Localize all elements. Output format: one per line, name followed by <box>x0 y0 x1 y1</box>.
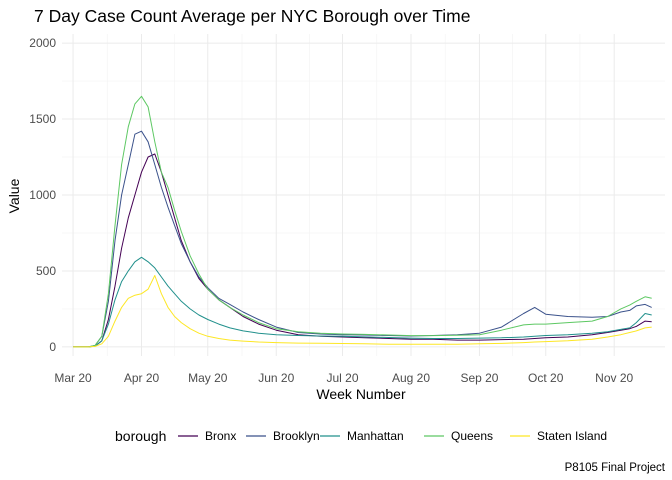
x-tick-label: Nov 20 <box>595 371 633 385</box>
series-line-brooklyn <box>73 130 652 348</box>
legend-item-manhattan: Manhattan <box>320 429 404 443</box>
series-line-queens <box>73 95 652 348</box>
legend-label-queens: Queens <box>451 429 493 443</box>
x-tick-label: Jun 20 <box>258 371 294 385</box>
x-tick-label: May 20 <box>188 371 228 385</box>
y-tick-label: 1000 <box>29 188 56 202</box>
x-axis-title: Week Number <box>316 386 406 402</box>
y-tick-label: 0 <box>49 340 56 354</box>
legend-label-manhattan: Manhattan <box>347 429 404 443</box>
legend-label-staten-island: Staten Island <box>537 429 607 443</box>
x-tick-label: Aug 20 <box>392 371 430 385</box>
x-axis-ticks: Mar 20 Apr 20 May 20 Jun 20 Jul 20 Aug 20 Sep … <box>54 371 633 385</box>
series-layer <box>73 95 652 348</box>
y-tick-label: 500 <box>36 264 56 278</box>
grid <box>62 34 665 356</box>
legend-item-queens: Queens <box>424 429 493 443</box>
series-line-bronx <box>73 153 652 348</box>
x-tick-label: Apr 20 <box>124 371 160 385</box>
y-tick-label: 1500 <box>29 112 56 126</box>
x-tick-label: Jul 20 <box>327 371 359 385</box>
legend-label-bronx: Bronx <box>205 429 236 443</box>
legend-item-staten-island: Staten Island <box>510 429 607 443</box>
y-tick-label: 2000 <box>29 36 56 50</box>
caption: P8105 Final Project <box>565 462 666 474</box>
legend: borough Bronx Brooklyn Manhattan Queens Stat… <box>115 428 607 444</box>
legend-item-bronx: Bronx <box>178 429 236 443</box>
chart-title: 7 Day Case Count Average per NYC Borough… <box>34 6 470 26</box>
x-tick-label: Oct 20 <box>528 371 564 385</box>
x-tick-label: Sep 20 <box>460 371 498 385</box>
series-line-manhattan <box>73 256 652 348</box>
series-line-staten-island <box>73 275 652 348</box>
x-tick-label: Mar 20 <box>54 371 92 385</box>
y-axis-ticks: 0 500 1000 1500 2000 <box>29 36 56 354</box>
y-axis-title: Value <box>6 178 22 213</box>
legend-item-brooklyn: Brooklyn <box>246 429 320 443</box>
legend-label-brooklyn: Brooklyn <box>273 429 320 443</box>
legend-title: borough <box>115 428 166 444</box>
